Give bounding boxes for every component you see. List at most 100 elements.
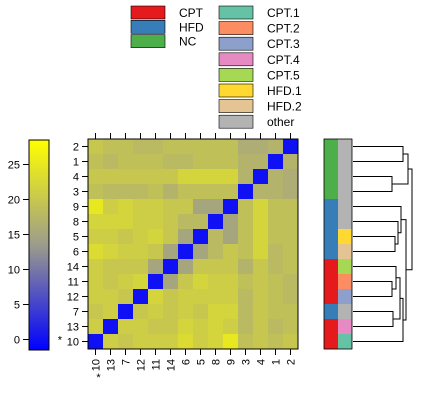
heatmap-cell bbox=[238, 334, 254, 350]
heatmap-cell bbox=[238, 244, 254, 260]
heatmap-cell bbox=[223, 154, 239, 170]
heatmap-cell bbox=[178, 154, 194, 170]
heatmap-cell bbox=[283, 274, 299, 290]
heatmap-cell bbox=[103, 169, 119, 185]
heatmap-cell bbox=[118, 229, 134, 245]
heatmap-cell bbox=[193, 214, 209, 230]
heatmap-cell bbox=[148, 289, 164, 305]
heatmap-cell bbox=[208, 289, 224, 305]
heatmap-cell bbox=[88, 139, 104, 155]
heatmap-cell bbox=[103, 334, 119, 350]
legend-swatch bbox=[218, 36, 254, 51]
heatmap-cell bbox=[103, 304, 119, 320]
heatmap-border bbox=[87, 138, 299, 350]
heatmap-cell bbox=[208, 169, 224, 185]
heatmap-cell bbox=[193, 334, 209, 350]
legend-label: CPT.1 bbox=[267, 6, 300, 20]
heatmap-cell bbox=[193, 154, 209, 170]
heatmap-cell bbox=[133, 229, 149, 245]
group-bar-cell bbox=[324, 169, 338, 185]
heatmap-cell bbox=[103, 184, 119, 200]
legend-swatch bbox=[218, 99, 254, 113]
col-label: 8 bbox=[211, 359, 223, 365]
heatmap-cell bbox=[118, 184, 134, 200]
row-label: 9 bbox=[73, 202, 79, 214]
heatmap-cell bbox=[178, 184, 194, 200]
colorbar-gradient bbox=[28, 139, 50, 351]
heatmap-cell bbox=[208, 229, 224, 245]
heatmap-cell bbox=[223, 319, 239, 335]
heatmap-cell bbox=[253, 214, 269, 230]
heatmap-cell bbox=[238, 229, 254, 245]
heatmap-cell bbox=[163, 244, 179, 260]
row-label: 10 bbox=[67, 337, 79, 349]
heatmap-cell bbox=[178, 169, 194, 185]
colorbar-tick-label: 25 bbox=[8, 160, 20, 172]
heatmap-cell bbox=[118, 154, 134, 170]
heatmap-cell bbox=[148, 274, 164, 290]
heatmap-cell bbox=[133, 319, 149, 335]
heatmap-cell bbox=[268, 139, 284, 155]
heatmap-cell bbox=[193, 244, 209, 260]
heatmap-cell bbox=[178, 289, 194, 305]
heatmap-cell bbox=[133, 214, 149, 230]
subgroup-bar-cell bbox=[338, 214, 352, 230]
col-label: 1 bbox=[271, 359, 283, 365]
heatmap-cell bbox=[253, 184, 269, 200]
col-label: 7 bbox=[121, 359, 133, 365]
heatmap-cell bbox=[238, 199, 254, 215]
heatmap-cell bbox=[178, 139, 194, 155]
heatmap-cell bbox=[88, 304, 104, 320]
heatmap-cell bbox=[118, 139, 134, 155]
group-bar-cell bbox=[324, 244, 338, 260]
heatmap-cell bbox=[118, 214, 134, 230]
heatmap-cell bbox=[163, 274, 179, 290]
heatmap-cell bbox=[88, 334, 104, 350]
legend-swatch bbox=[218, 21, 254, 35]
dendrogram-branch bbox=[392, 153, 409, 185]
heatmap-cell bbox=[208, 244, 224, 260]
row-label: 13 bbox=[67, 322, 79, 334]
heatmap-cell bbox=[88, 289, 104, 305]
heatmap-cell bbox=[163, 214, 179, 230]
heatmap-cell bbox=[163, 259, 179, 275]
heatmap-cell bbox=[283, 304, 299, 320]
group-bar-cell bbox=[324, 259, 338, 275]
subgroup-bar-cell bbox=[338, 259, 352, 275]
heatmap-cell bbox=[148, 214, 164, 230]
heatmap-cell bbox=[208, 184, 224, 200]
heatmap-cell bbox=[283, 334, 299, 350]
heatmap-cell bbox=[163, 184, 179, 200]
heatmap-cell bbox=[283, 139, 299, 155]
colorbar: 0 5 10 15 20 25 bbox=[8, 139, 50, 351]
heatmap-cell bbox=[238, 154, 254, 170]
colorbar-tick-label: 5 bbox=[14, 300, 20, 312]
heatmap-cell bbox=[133, 154, 149, 170]
dendrogram-branch bbox=[353, 206, 402, 234]
heatmap-cell bbox=[178, 319, 194, 335]
row-label: 2 bbox=[73, 142, 79, 154]
annotation-bars bbox=[323, 138, 353, 350]
row-label: 8 bbox=[73, 217, 79, 229]
heatmap-cell bbox=[163, 319, 179, 335]
heatmap-cell bbox=[118, 304, 134, 320]
col-label: 14 bbox=[166, 359, 178, 371]
heatmap-cell bbox=[133, 244, 149, 260]
heatmap-cell bbox=[223, 139, 239, 155]
heatmap-cell bbox=[103, 229, 119, 245]
heatmap-cell bbox=[208, 139, 224, 155]
heatmap-cell bbox=[208, 259, 224, 275]
heatmap-cell bbox=[193, 289, 209, 305]
row-label: 3 bbox=[73, 187, 79, 199]
heatmap-cell bbox=[268, 274, 284, 290]
heatmap-cell bbox=[223, 289, 239, 305]
heatmap-cell bbox=[163, 154, 179, 170]
heatmap-cell bbox=[133, 334, 149, 350]
heatmap-cell bbox=[163, 289, 179, 305]
heatmap-cell bbox=[268, 259, 284, 275]
heatmap-cell bbox=[268, 184, 284, 200]
legend-label: CPT.4 bbox=[267, 53, 300, 67]
heatmap-cell bbox=[103, 199, 119, 215]
heatmap-cell bbox=[223, 229, 239, 245]
